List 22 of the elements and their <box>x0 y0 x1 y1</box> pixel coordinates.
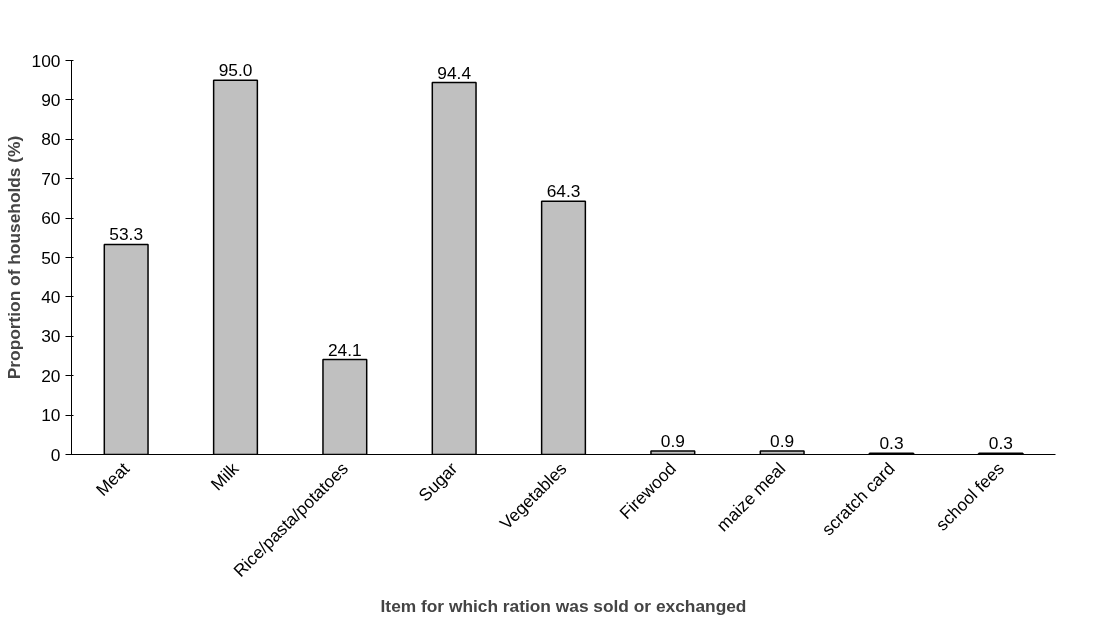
data-label: 0.3 <box>879 433 904 454</box>
y-tick-label: 30 <box>41 326 61 347</box>
data-label: 0.9 <box>770 430 795 451</box>
y-tick-label: 80 <box>41 129 61 150</box>
data-label: 24.1 <box>327 339 362 360</box>
data-label: 94.4 <box>437 62 472 83</box>
data-label: 0.9 <box>660 430 685 451</box>
y-tick-label: 100 <box>31 50 61 71</box>
y-tick-label: 60 <box>41 208 61 229</box>
y-tick-label: 40 <box>41 286 61 307</box>
y-tick-label: 70 <box>41 168 61 189</box>
y-tick-label: 90 <box>41 89 61 110</box>
y-tick-label: 50 <box>41 247 61 268</box>
y-tick-label: 0 <box>50 444 61 465</box>
y-tick-label: 20 <box>41 365 61 386</box>
x-axis-title: Item for which ration was sold or exchanged <box>380 595 747 616</box>
data-label: 95.0 <box>218 60 253 81</box>
data-label: 0.3 <box>988 433 1013 454</box>
data-label: 64.3 <box>546 181 581 202</box>
data-label: 53.3 <box>109 224 144 245</box>
y-axis-title: Proportion of households (%) <box>3 135 24 380</box>
y-tick-label: 10 <box>41 405 61 426</box>
